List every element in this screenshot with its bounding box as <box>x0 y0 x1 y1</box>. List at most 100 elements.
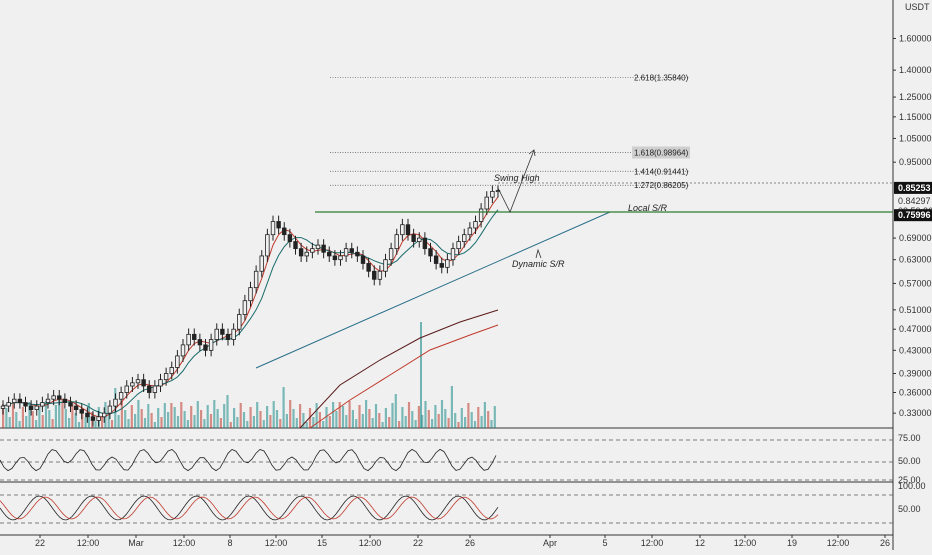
volume-bar <box>444 409 447 428</box>
volume-bar <box>239 403 242 428</box>
volume-bar <box>365 400 368 428</box>
time-tick-label: 22 <box>35 538 45 548</box>
ma-short-line <box>2 196 499 418</box>
volume-bar <box>417 406 420 428</box>
volume-bar <box>279 419 282 428</box>
volume-bar <box>262 420 265 428</box>
volume-bar <box>477 407 480 428</box>
volume-bar <box>249 407 252 428</box>
candle-body <box>478 208 484 222</box>
volume-bar <box>378 413 381 428</box>
volume-bar <box>437 414 440 428</box>
volume-bar <box>21 407 24 428</box>
time-tick-label: 12:00 <box>734 538 757 548</box>
volume-bar <box>434 405 437 428</box>
volume-bar <box>246 421 249 428</box>
volume-bar <box>18 421 21 428</box>
price-tick-label: 1.25000 <box>899 92 932 102</box>
volume-bar <box>216 409 219 428</box>
volume-bar <box>295 418 298 428</box>
candle-body <box>490 190 495 198</box>
volume-bar <box>388 417 391 428</box>
volume-bar <box>44 401 48 428</box>
ma-long-line <box>299 309 499 429</box>
drawing-lines <box>255 149 893 369</box>
annotations: Swing High Local S/R Dynamic S/R <box>494 173 668 269</box>
volume-bar <box>8 417 11 428</box>
candle-body <box>12 398 17 404</box>
price-tick-label: 0.95000 <box>899 157 932 167</box>
candle-body <box>366 263 371 272</box>
price-tick-label: 0.57000 <box>899 278 932 288</box>
volume-bar <box>41 415 44 428</box>
volume-bar <box>483 402 486 428</box>
candle-body <box>147 385 152 393</box>
volume-bar <box>302 413 305 428</box>
volume-bar <box>173 407 176 428</box>
volume-bar <box>58 396 61 428</box>
osc1-line <box>0 448 497 472</box>
candle-body <box>68 402 73 407</box>
volume-bar <box>219 418 222 428</box>
volume-bar <box>384 408 387 428</box>
candle-body <box>304 251 309 257</box>
osc2-k-line <box>0 495 499 521</box>
volume-bar <box>398 421 401 428</box>
local-sr-price-label-box <box>894 209 932 222</box>
candle-body <box>90 416 96 421</box>
moving-averages <box>2 196 499 429</box>
candle-body <box>17 398 23 404</box>
candle-body <box>349 248 354 253</box>
time-axis: 22 12:00 Mar 12:00 8 12:00 15 12:00 22 26 Apr 5 12:0… <box>35 535 890 548</box>
volume-bar <box>140 409 143 428</box>
volume-bar <box>328 416 331 428</box>
candle-body <box>6 402 11 407</box>
volume-bar <box>167 412 170 428</box>
volume-bar <box>381 422 384 428</box>
fib-label: 1.272(0.86205) <box>634 181 689 190</box>
candle-body <box>332 255 338 261</box>
candle-body <box>473 221 478 229</box>
volume-bar <box>487 411 490 428</box>
volume-bar <box>226 395 229 428</box>
volume-bar <box>233 408 236 428</box>
candle-body <box>73 405 79 410</box>
dynamic-sr-line <box>255 211 611 369</box>
volume-bar <box>209 414 213 428</box>
volume-bar <box>305 422 308 428</box>
local-sr-label: Local S/R <box>628 203 668 213</box>
volume-bar <box>490 420 493 428</box>
volume-bar <box>38 406 41 428</box>
fib-highlight <box>632 146 690 159</box>
time-tick-label: 22 <box>413 538 423 548</box>
volume-bar <box>407 402 411 428</box>
volume-bar <box>147 404 150 428</box>
candle-body <box>225 333 231 340</box>
candle-body <box>0 405 6 409</box>
candle-body <box>23 402 28 407</box>
volume-bar <box>25 416 28 428</box>
volume-bar <box>186 420 189 428</box>
candle-body <box>51 395 56 400</box>
volume-bar <box>48 410 51 428</box>
volume-bar <box>374 404 378 428</box>
osc2-tick-label: 50.00 <box>898 504 921 514</box>
volume-bar <box>11 403 15 428</box>
volume-bar <box>361 414 364 428</box>
time-tick-label: 12:00 <box>641 538 664 548</box>
candle-body <box>293 241 298 250</box>
volume-bar <box>315 403 318 428</box>
candle-body <box>118 392 124 400</box>
time-tick-label: 5 <box>602 538 607 548</box>
volume-bar <box>341 406 345 428</box>
volume-bar <box>74 413 77 428</box>
volume-bar <box>193 415 196 428</box>
volume-bar <box>480 416 483 428</box>
volume-bar <box>150 413 153 428</box>
price-tick-label: 0.69000 <box>899 233 932 243</box>
candle-body <box>192 333 197 340</box>
price-tick-label: 1.40000 <box>899 65 932 75</box>
volume-bar <box>351 410 354 428</box>
volume-bar <box>68 418 71 428</box>
